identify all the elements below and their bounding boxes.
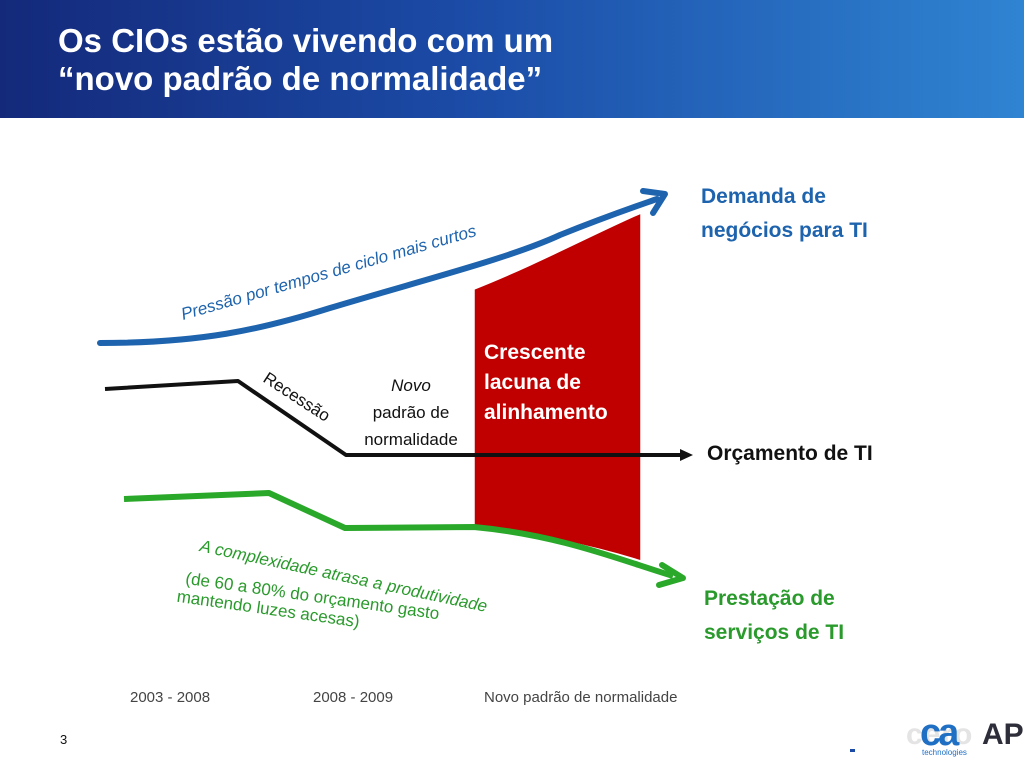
new-normal-line-3: normalidade (364, 430, 458, 449)
ca-logo-subtitle: technologies (922, 748, 967, 757)
title-line-2: “novo padrão de normalidade” (58, 60, 543, 97)
gap-label: Crescente lacuna de alinhamento (484, 338, 608, 428)
budget-arrowhead (680, 449, 693, 461)
period-label-3: Novo padrão de normalidade (484, 689, 678, 706)
services-curve (123, 490, 674, 579)
ca-logo: ca (920, 718, 959, 754)
brand-ghost-text: cero (906, 718, 974, 751)
slide-title: Os CIOs estão vivendo com um “novo padrã… (58, 22, 553, 98)
period-label-1: 2003 - 2008 (130, 689, 211, 706)
gap-label-line-3: alinhamento (484, 401, 608, 424)
demand-label-line-2: negócios para TI (701, 219, 868, 242)
title-banner: Os CIOs estão vivendo com um “novo padrã… (0, 0, 1024, 118)
services-label: Prestação de serviços de TI (704, 582, 844, 650)
services-arrowhead (656, 562, 686, 588)
gap-label-line-2: lacuna de (484, 371, 581, 394)
brand-corner: cero AP ca technologies (904, 718, 1024, 768)
services-label-line-1: Prestação de (704, 587, 835, 610)
demand-label-line-1: Demanda de (701, 185, 826, 208)
recession-note: Recessão (260, 368, 334, 425)
gap-label-line-1: Crescente (484, 341, 586, 364)
budget-label: Orçamento de TI (707, 442, 873, 465)
new-normal-note: Novo padrão de normalidade (346, 372, 476, 453)
demand-curve (97, 196, 660, 346)
demand-label: Demanda de negócios para TI (701, 180, 868, 248)
new-normal-line-2: padrão de (372, 403, 450, 422)
budget-line (104, 379, 682, 457)
footer-mark (850, 749, 855, 752)
new-normal-line-1: Novo (391, 376, 431, 395)
brand-ghost-right: AP (982, 718, 1024, 751)
title-line-1: Os CIOs estão vivendo com um (58, 22, 554, 59)
services-label-line-2: serviços de TI (704, 621, 845, 644)
demand-arrowhead (640, 188, 668, 216)
period-label-2: 2008 - 2009 (313, 689, 394, 706)
page-number: 3 (60, 732, 68, 747)
